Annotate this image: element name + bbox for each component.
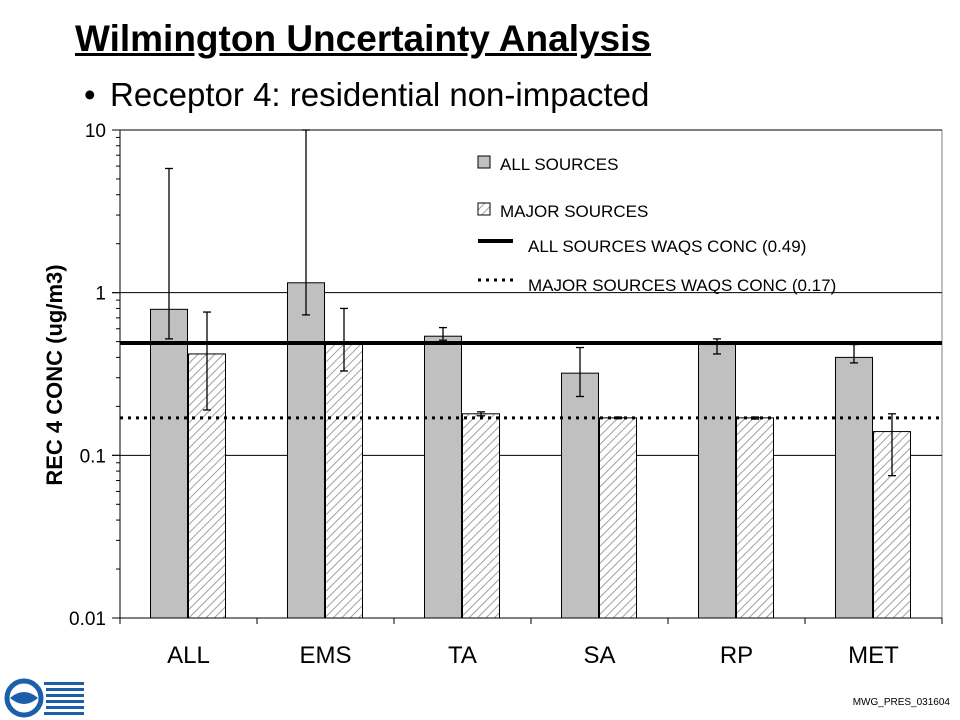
bar-all-sources <box>835 356 873 619</box>
x-tick-label: SA <box>583 642 615 669</box>
error-bars-layer <box>165 129 896 477</box>
x-tick-label: EMS <box>299 642 351 669</box>
bar-major-sources <box>736 417 774 619</box>
legend-label: MAJOR SOURCES WAQS CONC (0.17) <box>528 276 836 295</box>
legend-swatch-major-sources <box>477 202 491 216</box>
x-tick-label: ALL <box>167 642 210 669</box>
legend: ALL SOURCES MAJOR SOURCES ALL SOURCES WAQS… <box>477 155 836 295</box>
bar-all-sources <box>287 282 325 619</box>
y-tick-label: 0.01 <box>69 609 106 630</box>
bars-layer <box>150 282 911 619</box>
bar-all-sources <box>424 335 462 619</box>
bar-all-sources <box>150 308 188 619</box>
page-title: Wilmington Uncertainty Analysis <box>75 18 651 59</box>
footer-code: MWG_PRES_031604 <box>852 697 950 708</box>
y-tick-label: 10 <box>85 121 106 142</box>
bar-major-sources <box>462 413 500 619</box>
legend-label: ALL SOURCES <box>500 155 618 174</box>
axis-layer: 0.01 0.1 1 10 ALL EMS TA SA RP MET <box>69 121 943 669</box>
x-tick-label: MET <box>848 642 899 669</box>
legend-label: ALL SOURCES WAQS CONC (0.49) <box>528 237 806 256</box>
bar-major-sources <box>599 417 637 619</box>
bar-all-sources <box>698 344 736 619</box>
bar-all-sources <box>561 372 599 619</box>
bar-major-sources <box>325 341 363 619</box>
reference-lines-layer <box>120 341 942 420</box>
subtitle-bullet: • Receptor 4: residential non-impacted <box>84 76 649 114</box>
x-tick-label: RP <box>720 642 753 669</box>
y-tick-label: 0.1 <box>80 446 106 467</box>
bullet-icon: • <box>84 76 96 113</box>
legend-label: MAJOR SOURCES <box>500 202 648 221</box>
y-axis-label: REC 4 CONC (ug/m3) <box>42 264 67 485</box>
legend-swatch-all-sources <box>477 155 491 169</box>
subtitle-text: Receptor 4: residential non-impacted <box>110 76 650 113</box>
organization-logo-icon <box>4 678 84 718</box>
y-tick-label: 1 <box>95 284 106 305</box>
x-tick-label: TA <box>448 642 477 669</box>
